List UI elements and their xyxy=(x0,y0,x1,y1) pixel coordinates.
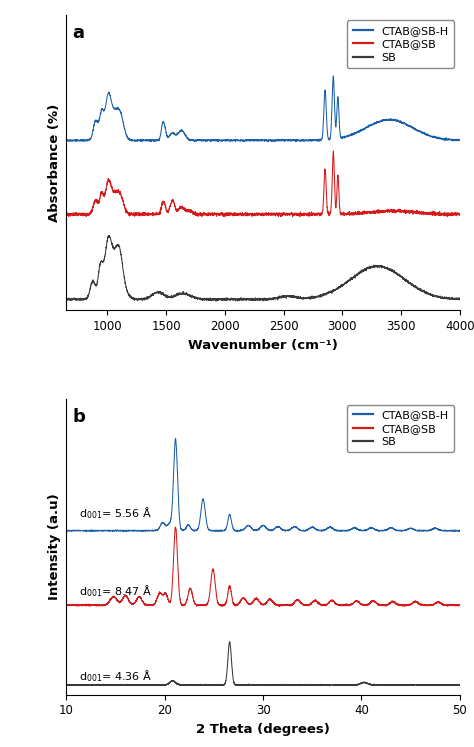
SB xyxy=(106,231,111,240)
CTAB@SB xyxy=(229,591,235,600)
SB xyxy=(407,278,413,287)
CTAB@SB xyxy=(232,600,238,609)
CTAB@SB-H xyxy=(407,121,413,130)
CTAB@SB-H xyxy=(109,96,114,105)
Text: d$_{001}$= 8.47 Å: d$_{001}$= 8.47 Å xyxy=(79,583,152,599)
SB xyxy=(457,681,463,690)
Line: CTAB@SB: CTAB@SB xyxy=(66,151,460,217)
CTAB@SB xyxy=(64,601,69,610)
CTAB@SB-H xyxy=(64,136,69,145)
Text: d$_{001}$= 5.56 Å: d$_{001}$= 5.56 Å xyxy=(79,505,152,521)
CTAB@SB-H xyxy=(132,137,137,146)
SB xyxy=(64,681,69,689)
CTAB@SB xyxy=(214,210,220,219)
CTAB@SB-H xyxy=(173,434,178,443)
SB xyxy=(232,680,238,689)
X-axis label: Wavenumber (cm⁻¹): Wavenumber (cm⁻¹) xyxy=(188,339,338,352)
CTAB@SB xyxy=(407,208,413,217)
Text: a: a xyxy=(72,24,84,42)
SB xyxy=(232,294,237,303)
CTAB@SB-H xyxy=(457,136,463,145)
Text: b: b xyxy=(72,408,85,426)
Line: SB: SB xyxy=(66,235,460,301)
CTAB@SB-H xyxy=(449,135,455,144)
CTAB@SB xyxy=(173,523,178,532)
SB xyxy=(64,296,69,305)
Line: SB: SB xyxy=(66,642,460,686)
CTAB@SB xyxy=(251,597,256,606)
SB xyxy=(132,294,137,303)
CTAB@SB xyxy=(231,208,237,217)
CTAB@SB-H xyxy=(232,526,238,535)
SB xyxy=(213,297,219,306)
CTAB@SB-H xyxy=(426,526,431,535)
CTAB@SB-H xyxy=(457,527,463,536)
SB xyxy=(327,681,332,690)
CTAB@SB xyxy=(64,211,69,220)
CTAB@SB xyxy=(445,601,451,610)
CTAB@SB xyxy=(426,601,431,610)
CTAB@SB xyxy=(457,601,463,610)
SB xyxy=(109,238,114,247)
CTAB@SB-H xyxy=(272,137,278,146)
X-axis label: 2 Theta (degrees): 2 Theta (degrees) xyxy=(196,723,330,736)
SB xyxy=(449,294,455,303)
SB xyxy=(229,659,235,668)
Y-axis label: Absorbance (%): Absorbance (%) xyxy=(48,104,61,222)
CTAB@SB-H xyxy=(330,72,336,81)
CTAB@SB-H xyxy=(251,526,256,535)
CTAB@SB-H xyxy=(64,526,69,535)
SB xyxy=(457,294,463,303)
CTAB@SB xyxy=(330,146,336,155)
CTAB@SB-H xyxy=(214,136,220,145)
CTAB@SB-H xyxy=(231,136,237,145)
CTAB@SB xyxy=(297,212,302,221)
Y-axis label: Intensity (a.u): Intensity (a.u) xyxy=(48,494,61,601)
CTAB@SB-H xyxy=(229,519,235,528)
SB xyxy=(349,681,355,689)
Legend: CTAB@SB-H, CTAB@SB, SB: CTAB@SB-H, CTAB@SB, SB xyxy=(347,405,454,453)
SB xyxy=(426,681,431,689)
Text: d$_{001}$= 4.36 Å: d$_{001}$= 4.36 Å xyxy=(79,668,152,684)
SB xyxy=(215,295,220,304)
CTAB@SB xyxy=(109,182,114,191)
CTAB@SB-H xyxy=(349,524,355,533)
CTAB@SB-H xyxy=(445,526,451,535)
Line: CTAB@SB-H: CTAB@SB-H xyxy=(66,76,460,142)
CTAB@SB xyxy=(449,210,455,219)
CTAB@SB xyxy=(276,602,282,611)
SB xyxy=(251,681,256,689)
SB xyxy=(445,681,451,689)
CTAB@SB-H xyxy=(139,527,145,536)
SB xyxy=(227,637,233,646)
Line: CTAB@SB-H: CTAB@SB-H xyxy=(66,438,460,532)
CTAB@SB xyxy=(132,209,137,218)
CTAB@SB xyxy=(457,211,463,220)
Line: CTAB@SB: CTAB@SB xyxy=(66,527,460,607)
Legend: CTAB@SB-H, CTAB@SB, SB: CTAB@SB-H, CTAB@SB, SB xyxy=(347,20,454,68)
CTAB@SB xyxy=(349,599,355,608)
